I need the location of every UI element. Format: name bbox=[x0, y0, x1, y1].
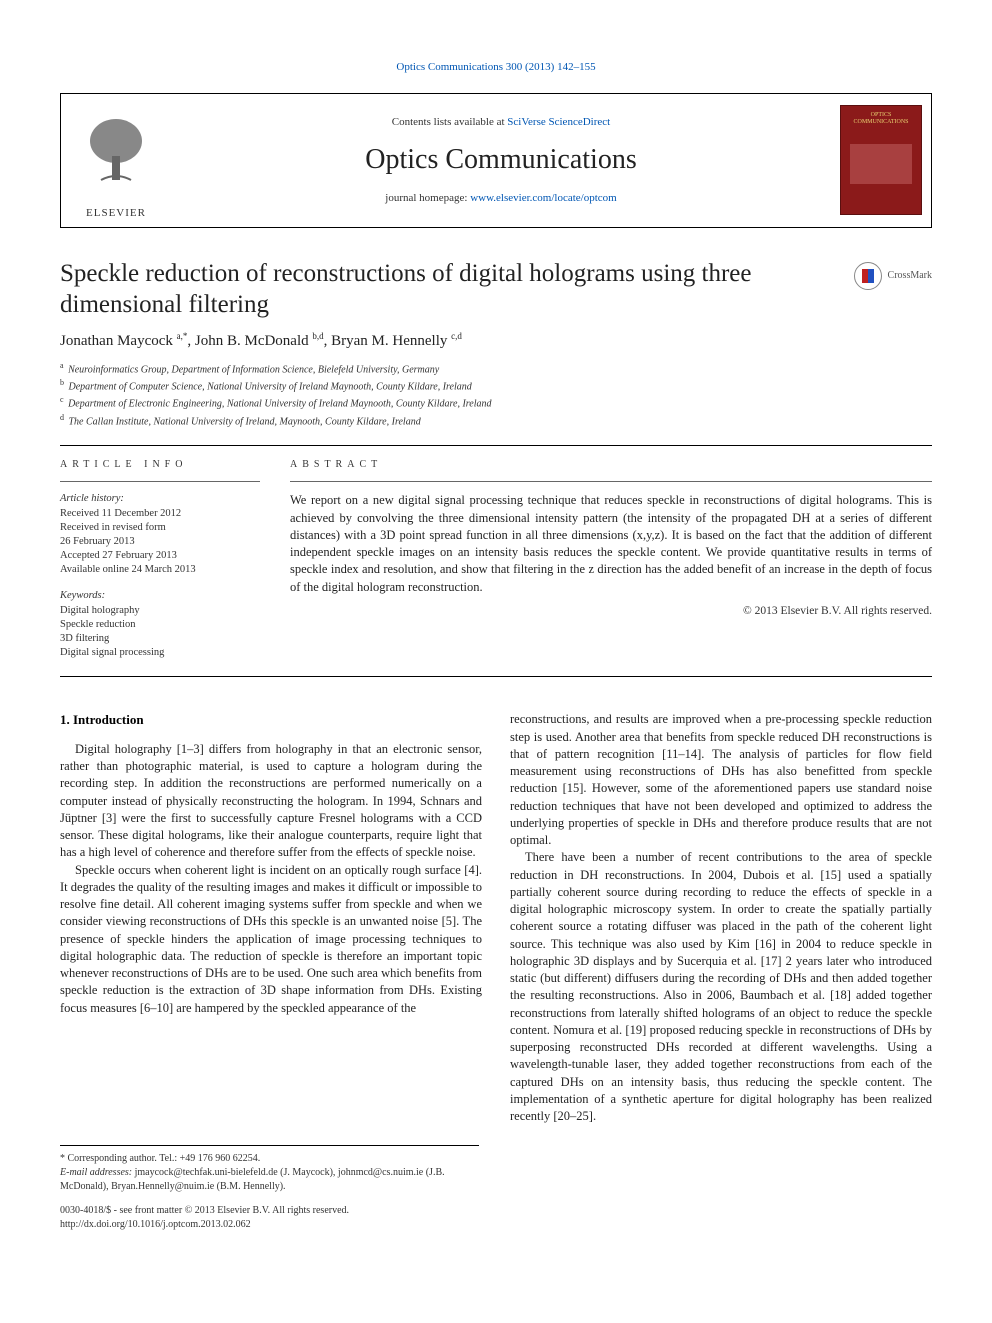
history-line: 26 February 2013 bbox=[60, 535, 260, 549]
body-columns: 1. Introduction Digital holography [1–3]… bbox=[60, 711, 932, 1125]
elsevier-logo[interactable]: ELSEVIER bbox=[69, 100, 164, 220]
affiliation-line: d The Callan Institute, National Univers… bbox=[60, 412, 932, 429]
journal-cover-thumb[interactable]: OPTICS COMMUNICATIONS bbox=[840, 105, 922, 215]
corresponding-author-note: * Corresponding author. Tel.: +49 176 96… bbox=[60, 1152, 479, 1166]
abstract-column: ABSTRACT We report on a new digital sign… bbox=[290, 458, 932, 660]
emails-label: E-mail addresses: bbox=[60, 1167, 135, 1178]
body-paragraph: reconstructions, and results are improve… bbox=[510, 711, 932, 849]
footnotes: * Corresponding author. Tel.: +49 176 96… bbox=[60, 1145, 479, 1194]
body-paragraph: Speckle occurs when coherent light is in… bbox=[60, 862, 482, 1017]
keyword: Speckle reduction bbox=[60, 618, 260, 632]
homepage-prefix: journal homepage: bbox=[385, 192, 470, 204]
journal-citation-link[interactable]: Optics Communications 300 (2013) 142–155 bbox=[60, 60, 932, 75]
cover-image-placeholder bbox=[850, 144, 912, 184]
footer-left: 0030-4018/$ - see front matter © 2013 El… bbox=[60, 1204, 349, 1231]
doi-line[interactable]: http://dx.doi.org/10.1016/j.optcom.2013.… bbox=[60, 1218, 349, 1232]
history-line: Received in revised form bbox=[60, 521, 260, 535]
keyword: Digital signal processing bbox=[60, 646, 260, 660]
elsevier-wordmark: ELSEVIER bbox=[86, 206, 146, 221]
body-paragraph: There have been a number of recent contr… bbox=[510, 849, 932, 1125]
history-heading: Article history: bbox=[60, 492, 260, 506]
section-heading-intro: 1. Introduction bbox=[60, 711, 482, 729]
body-col-left: 1. Introduction Digital holography [1–3]… bbox=[60, 711, 482, 1125]
divider-thin bbox=[60, 481, 260, 482]
article-title: Speckle reduction of reconstructions of … bbox=[60, 258, 800, 321]
keyword: 3D filtering bbox=[60, 632, 260, 646]
journal-homepage-line: journal homepage: www.elsevier.com/locat… bbox=[385, 191, 616, 206]
cover-title-text: OPTICS COMMUNICATIONS bbox=[843, 112, 919, 125]
banner-center: Contents lists available at SciVerse Sci… bbox=[171, 94, 831, 227]
divider bbox=[60, 445, 932, 446]
abstract-label: ABSTRACT bbox=[290, 458, 932, 472]
email-addresses: E-mail addresses: jmaycock@techfak.uni-b… bbox=[60, 1166, 479, 1194]
body-col-right: reconstructions, and results are improve… bbox=[510, 711, 932, 1125]
article-info-label: ARTICLE INFO bbox=[60, 458, 260, 472]
journal-banner: ELSEVIER Contents lists available at Sci… bbox=[60, 93, 932, 228]
article-header: Speckle reduction of reconstructions of … bbox=[60, 258, 932, 321]
journal-homepage-link[interactable]: www.elsevier.com/locate/optcom bbox=[470, 192, 617, 204]
sciencedirect-link[interactable]: SciVerse ScienceDirect bbox=[507, 116, 610, 128]
history-line: Available online 24 March 2013 bbox=[60, 563, 260, 577]
affiliation-line: a Neuroinformatics Group, Department of … bbox=[60, 360, 932, 377]
article-history: Article history: Received 11 December 20… bbox=[60, 492, 260, 577]
contents-prefix: Contents lists available at bbox=[392, 116, 507, 128]
article-info-column: ARTICLE INFO Article history: Received 1… bbox=[60, 458, 260, 660]
abstract-text: We report on a new digital signal proces… bbox=[290, 492, 932, 596]
keywords-heading: Keywords: bbox=[60, 589, 260, 603]
page-footer: 0030-4018/$ - see front matter © 2013 El… bbox=[60, 1204, 932, 1231]
keyword: Digital holography bbox=[60, 604, 260, 618]
affiliation-line: b Department of Computer Science, Nation… bbox=[60, 377, 932, 394]
publisher-logo-cell: ELSEVIER bbox=[61, 94, 171, 227]
affiliation-line: c Department of Electronic Engineering, … bbox=[60, 394, 932, 411]
abstract-copyright: © 2013 Elsevier B.V. All rights reserved… bbox=[290, 604, 932, 620]
affiliations: a Neuroinformatics Group, Department of … bbox=[60, 360, 932, 429]
history-line: Accepted 27 February 2013 bbox=[60, 549, 260, 563]
elsevier-tree-icon bbox=[81, 116, 151, 204]
divider-thin bbox=[290, 481, 932, 482]
body-paragraph: Digital holography [1–3] differs from ho… bbox=[60, 741, 482, 862]
crossmark-icon bbox=[854, 262, 882, 290]
divider bbox=[60, 676, 932, 677]
issn-line: 0030-4018/$ - see front matter © 2013 El… bbox=[60, 1204, 349, 1218]
history-line: Received 11 December 2012 bbox=[60, 507, 260, 521]
contents-list-line: Contents lists available at SciVerse Sci… bbox=[392, 115, 610, 130]
keywords-block: Keywords: Digital holographySpeckle redu… bbox=[60, 589, 260, 660]
journal-title: Optics Communications bbox=[365, 141, 636, 179]
info-abstract-row: ARTICLE INFO Article history: Received 1… bbox=[60, 458, 932, 660]
cover-thumb-cell: OPTICS COMMUNICATIONS bbox=[831, 94, 931, 227]
author-list: Jonathan Maycock a,*, John B. McDonald b… bbox=[60, 330, 932, 351]
crossmark-badge[interactable]: CrossMark bbox=[854, 262, 932, 290]
crossmark-label: CrossMark bbox=[888, 269, 932, 283]
